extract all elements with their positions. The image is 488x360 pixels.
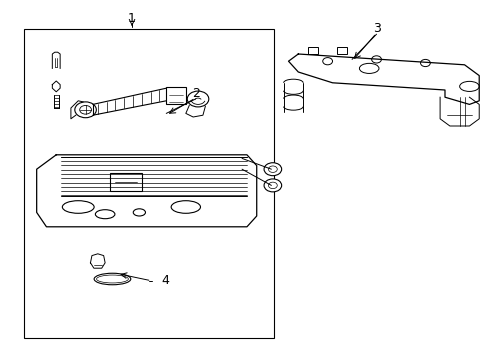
Ellipse shape xyxy=(94,273,131,285)
Circle shape xyxy=(268,166,277,172)
Circle shape xyxy=(264,179,281,192)
Ellipse shape xyxy=(62,201,94,213)
Ellipse shape xyxy=(95,210,115,219)
Circle shape xyxy=(264,163,281,176)
Bar xyxy=(110,173,142,191)
Text: 4: 4 xyxy=(161,274,169,287)
Text: 1: 1 xyxy=(128,12,136,24)
Ellipse shape xyxy=(459,81,478,91)
Bar xyxy=(24,29,273,338)
Ellipse shape xyxy=(359,63,378,73)
Bar xyxy=(337,47,346,54)
Circle shape xyxy=(75,102,96,118)
Ellipse shape xyxy=(97,275,128,283)
Circle shape xyxy=(420,59,429,67)
Circle shape xyxy=(187,91,208,107)
Ellipse shape xyxy=(171,201,200,213)
Circle shape xyxy=(322,58,332,65)
Text: 2: 2 xyxy=(191,87,199,100)
Bar xyxy=(307,47,317,54)
Circle shape xyxy=(80,105,91,114)
Circle shape xyxy=(371,56,381,63)
Bar xyxy=(166,87,185,104)
Ellipse shape xyxy=(133,209,145,216)
Text: 3: 3 xyxy=(372,22,380,35)
Circle shape xyxy=(268,182,277,189)
